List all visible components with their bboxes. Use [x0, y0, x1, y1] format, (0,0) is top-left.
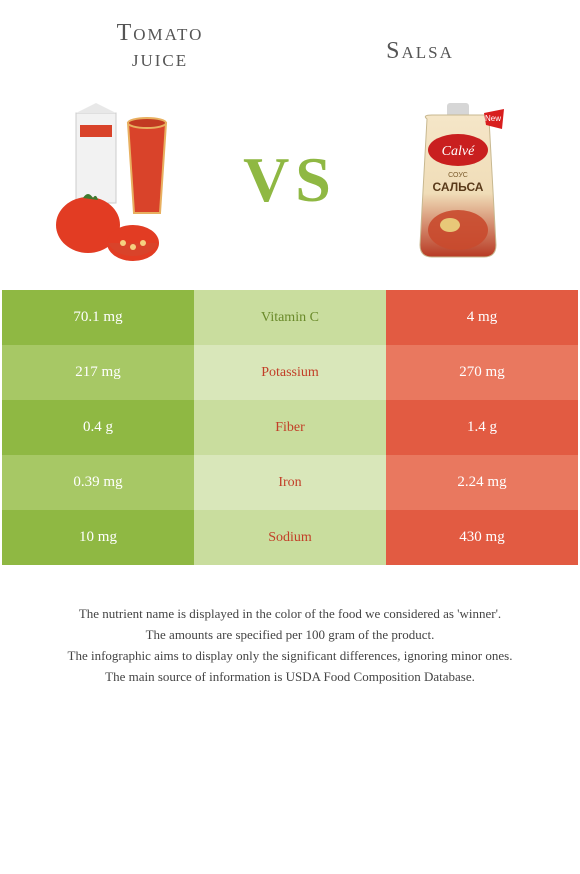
table-row: 0.39 mgIron2.24 mg — [2, 455, 578, 510]
title-left-line1: Tomato — [117, 20, 204, 46]
right-value: 2.24 mg — [386, 455, 578, 510]
left-value: 70.1 mg — [2, 290, 194, 345]
nutrient-table: 70.1 mgVitamin C4 mg217 mgPotassium270 m… — [0, 290, 580, 565]
table-row: 10 mgSodium430 mg — [2, 510, 578, 565]
svg-text:Calvé: Calvé — [442, 144, 475, 159]
right-value: 270 mg — [386, 345, 578, 400]
nutrient-name: Iron — [194, 455, 386, 510]
right-value: 4 mg — [386, 290, 578, 345]
right-value: 1.4 g — [386, 400, 578, 455]
title-right-text: Salsa — [386, 38, 454, 64]
nutrient-name: Potassium — [194, 345, 386, 400]
svg-text:New: New — [485, 114, 501, 123]
header: Tomato juice Salsa — [0, 0, 580, 80]
footnote-line: The amounts are specified per 100 gram o… — [20, 626, 560, 645]
nutrient-name: Fiber — [194, 400, 386, 455]
table-row: 0.4 gFiber1.4 g — [2, 400, 578, 455]
tomato-juice-image — [38, 95, 208, 265]
svg-text:СОУС: СОУС — [448, 172, 468, 179]
left-value: 10 mg — [2, 510, 194, 565]
vs-label: VS — [243, 143, 337, 217]
nutrient-name: Sodium — [194, 510, 386, 565]
title-tomato-juice: Tomato juice — [30, 20, 290, 73]
salsa-pouch-icon: New Calvé СОУС САЛЬСА — [372, 95, 542, 265]
footnote-line: The infographic aims to display only the… — [20, 647, 560, 666]
left-value: 0.39 mg — [2, 455, 194, 510]
title-salsa: Salsa — [290, 20, 550, 64]
svg-text:САЛЬСА: САЛЬСА — [433, 180, 484, 194]
salsa-image: New Calvé СОУС САЛЬСА — [372, 95, 542, 265]
right-value: 430 mg — [386, 510, 578, 565]
nutrient-name: Vitamin C — [194, 290, 386, 345]
tomato-juice-icon — [38, 95, 208, 265]
footnote-line: The main source of information is USDA F… — [20, 668, 560, 687]
title-left-line2: juice — [132, 46, 188, 72]
left-value: 217 mg — [2, 345, 194, 400]
table-row: 217 mgPotassium270 mg — [2, 345, 578, 400]
footnotes: The nutrient name is displayed in the co… — [0, 565, 580, 686]
table-row: 70.1 mgVitamin C4 mg — [2, 290, 578, 345]
left-value: 0.4 g — [2, 400, 194, 455]
images-row: VS New Calvé СОУС САЛЬСА — [0, 80, 580, 290]
footnote-line: The nutrient name is displayed in the co… — [20, 605, 560, 624]
